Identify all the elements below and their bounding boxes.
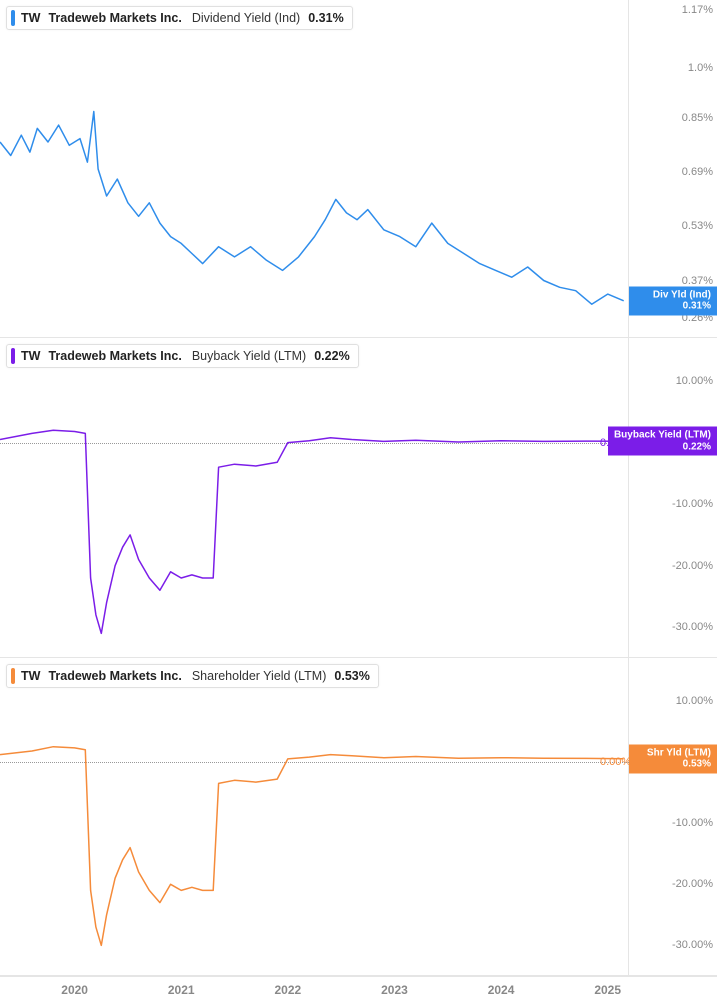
company-label: Tradeweb Markets Inc. bbox=[48, 669, 181, 683]
value-badge: Shr Yld (LTM)0.53% bbox=[629, 744, 717, 773]
metric-value: 0.53% bbox=[334, 669, 369, 683]
metric-value: 0.22% bbox=[314, 349, 349, 363]
series-color-icon bbox=[11, 10, 15, 26]
y-tick-label: 0.85% bbox=[682, 112, 713, 124]
line-plot bbox=[0, 658, 629, 976]
y-tick-label: 10.00% bbox=[676, 695, 713, 707]
x-axis: 2020 2021 2022 2023 2024 2025 bbox=[0, 976, 717, 1006]
chart-panel-shr[interactable]: TW Tradeweb Markets Inc. Shareholder Yield… bbox=[0, 658, 717, 976]
x-tick-label: 2022 bbox=[274, 983, 301, 997]
line-plot bbox=[0, 338, 629, 658]
metric-value: 0.31% bbox=[308, 11, 343, 25]
line-plot bbox=[0, 0, 629, 338]
badge-value: 0.31% bbox=[635, 301, 711, 313]
series-color-icon bbox=[11, 668, 15, 684]
y-tick-label: 1.0% bbox=[688, 62, 713, 74]
badge-value: 0.22% bbox=[614, 441, 711, 453]
ticker-label: TW bbox=[21, 11, 40, 25]
panel-header: TW Tradeweb Markets Inc. Dividend Yield (I… bbox=[6, 6, 353, 30]
y-tick-label: -30.00% bbox=[672, 621, 713, 633]
metric-label: Buyback Yield (LTM) bbox=[192, 349, 306, 363]
y-tick-label: -20.00% bbox=[672, 878, 713, 890]
ticker-label: TW bbox=[21, 669, 40, 683]
x-tick-label: 2020 bbox=[61, 983, 88, 997]
value-badge: Div Yld (Ind)0.31% bbox=[629, 286, 717, 315]
metric-label: Dividend Yield (Ind) bbox=[192, 11, 300, 25]
badge-label: Shr Yld (LTM) bbox=[635, 747, 711, 759]
y-tick-label: -20.00% bbox=[672, 560, 713, 572]
y-tick-label: 10.00% bbox=[676, 375, 713, 387]
metric-label: Shareholder Yield (LTM) bbox=[192, 669, 327, 683]
y-tick-label: 0.53% bbox=[682, 220, 713, 232]
x-tick-label: 2024 bbox=[488, 983, 515, 997]
series-color-icon bbox=[11, 348, 15, 364]
y-tick-label: 1.17% bbox=[682, 4, 713, 16]
ticker-label: TW bbox=[21, 349, 40, 363]
chart-panel-div[interactable]: TW Tradeweb Markets Inc. Dividend Yield (I… bbox=[0, 0, 717, 338]
company-label: Tradeweb Markets Inc. bbox=[48, 349, 181, 363]
x-tick-label: 2025 bbox=[594, 983, 621, 997]
value-badge: Buyback Yield (LTM)0.22% bbox=[608, 427, 717, 456]
y-tick-label: -30.00% bbox=[672, 939, 713, 951]
chart-panel-buy[interactable]: TW Tradeweb Markets Inc. Buyback Yield (LT… bbox=[0, 338, 717, 658]
panel-header: TW Tradeweb Markets Inc. Buyback Yield (LT… bbox=[6, 344, 359, 368]
company-label: Tradeweb Markets Inc. bbox=[48, 11, 181, 25]
y-tick-label: -10.00% bbox=[672, 817, 713, 829]
y-tick-label: -10.00% bbox=[672, 498, 713, 510]
panel-header: TW Tradeweb Markets Inc. Shareholder Yield… bbox=[6, 664, 379, 688]
badge-value: 0.53% bbox=[635, 759, 711, 771]
x-tick-label: 2021 bbox=[168, 983, 195, 997]
badge-label: Div Yld (Ind) bbox=[635, 289, 711, 301]
y-tick-label: 0.37% bbox=[682, 275, 713, 287]
badge-label: Buyback Yield (LTM) bbox=[614, 430, 711, 442]
chart-stack: TW Tradeweb Markets Inc. Dividend Yield (I… bbox=[0, 0, 717, 1006]
x-tick-label: 2023 bbox=[381, 983, 408, 997]
y-tick-label: 0.69% bbox=[682, 166, 713, 178]
